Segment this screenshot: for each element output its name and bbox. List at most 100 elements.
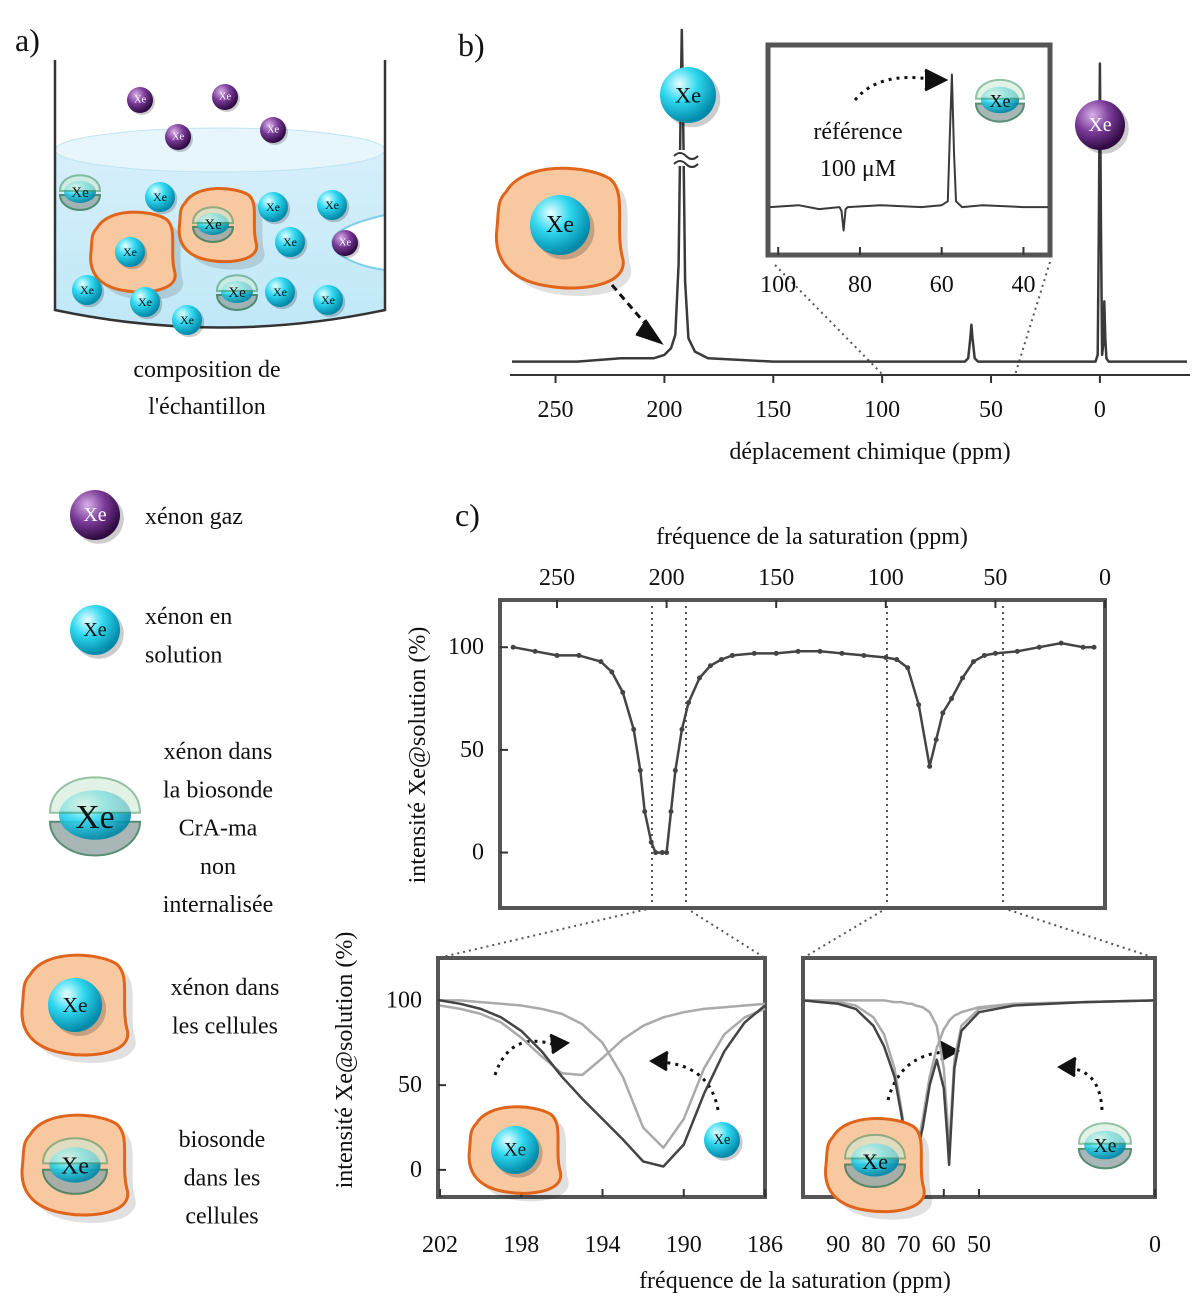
x-tick-label: 150 [755,397,791,423]
x-tick-label: 250 [539,565,575,591]
icon-label: Xe [675,83,701,108]
icon-label: Xe [504,1140,526,1161]
icon-label: Xe [283,235,297,249]
cage-top [215,274,259,292]
data-point [707,663,713,669]
xenon-solution-icon: Xe [265,277,298,310]
sphere [530,195,590,255]
sphere [660,67,716,123]
data-point [940,710,946,716]
icon-label: Xe [180,313,194,327]
data-point [576,652,582,658]
icon-label: Xe [325,198,339,212]
x-tick-label: 200 [646,397,682,423]
sphere [165,124,191,150]
icon-label: Xe [62,993,87,1017]
arrows [493,68,1104,1111]
zoom-guides [437,600,1156,959]
data-point [795,648,801,654]
cage-top [843,1133,907,1160]
icon-label: Xe [204,217,222,233]
data-point [510,644,516,650]
data-point [861,652,867,658]
icon-label: Xe [138,295,152,309]
x-axis-title: fréquence de la saturation (ppm) [639,1268,951,1294]
cage-top [1077,1122,1133,1145]
icon-label: Xe [1094,1136,1117,1157]
y-axis-title: intensité Xe@solution (%) [405,627,431,884]
x-tick-label: 186 [747,1232,783,1258]
x-tick-label: 0 [1099,565,1111,591]
xenon-gas-icon: Xe [1075,100,1129,154]
sphere [212,84,238,110]
data-point [729,652,735,658]
legend-text: solution [145,642,222,668]
icon-label: Xe [123,245,137,259]
data-point [668,808,674,814]
xenon-solution-icon: Xe [258,192,291,225]
icon-label: Xe [172,132,185,143]
sphere [172,305,202,335]
x-tick-label: 40 [1011,272,1035,298]
data-point [992,650,998,656]
data-point [839,650,845,656]
data-point [949,696,955,702]
data-point [554,652,560,658]
data-point [817,648,823,654]
sphere [704,1122,740,1158]
plot-frame [498,598,1107,910]
data-point [648,839,654,845]
xenon-solution-icon: Xe [70,605,124,659]
icon-label: Xe [273,285,287,299]
icon-label: Xe [267,125,280,136]
x-tick-label: 250 [538,397,574,423]
data-point [894,657,900,663]
data-point [696,675,702,681]
xenon-solution-icon: Xe [48,978,107,1037]
xenon-solution-icon: Xe [172,305,205,338]
cage-top [58,174,102,192]
xenon-gas-icon: Xe [212,84,240,112]
icon-label: Xe [83,619,106,641]
caption: l'échantillon [148,394,266,420]
x-tick-label: 90 [826,1232,850,1258]
data-line [802,999,1156,1168]
xenon-gas-icon: Xe [332,230,360,258]
biosonde-icon: Xe [41,1137,109,1195]
data-point [653,850,659,856]
panel-label: c) [455,497,480,533]
legend-text: xénon dans [171,975,280,1001]
x-tick-label: 202 [422,1232,458,1258]
xenon-solution-icon: Xe [704,1122,743,1161]
icon-label: Xe [153,190,167,204]
icon-label: Xe [219,92,232,103]
legend-text: internalisée [163,892,274,918]
annotation: 100 μM [820,156,896,182]
legend-text: la biosonde [163,777,273,803]
cage-top [974,78,1026,100]
data-point [631,726,637,732]
icon-label: Xe [134,95,147,106]
y-tick-label: 100 [386,987,422,1013]
sphere [258,192,288,222]
sphere [115,237,145,267]
data-point [751,650,757,656]
icon-label: Xe [71,185,89,201]
x-tick-label: 70 [897,1232,921,1258]
x-tick-label: 0 [1149,1232,1161,1258]
icon-label: Xe [990,91,1011,111]
data-point [532,648,538,654]
legend-text: CrA-ma [179,816,258,842]
data-point [773,650,779,656]
data-line [803,999,1156,1158]
biosonde-icon: Xe [843,1133,907,1188]
data-point [883,654,889,660]
data-point [718,657,724,663]
data-line [440,999,766,1150]
zoom-line [774,264,884,376]
y-tick-label: 0 [410,1157,422,1183]
data-line [512,641,1094,854]
data-line [803,999,1156,1167]
xenon-solution-icon: Xe [660,67,721,128]
